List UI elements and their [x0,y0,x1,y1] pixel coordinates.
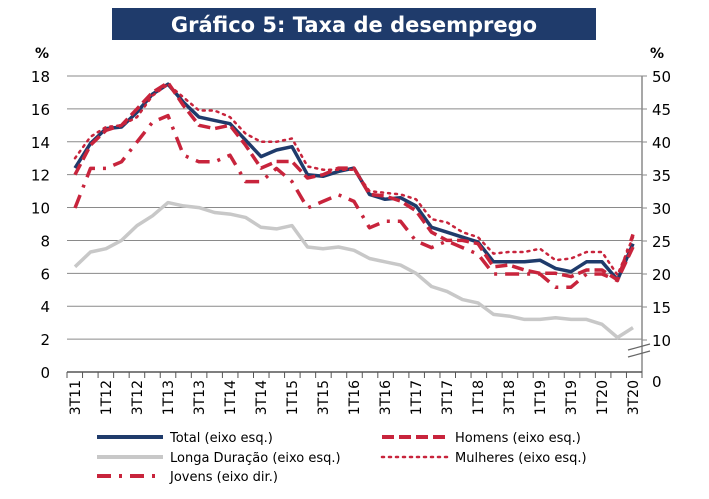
title-banner [112,8,596,40]
x-tick-label: 1T13 [161,380,177,415]
x-tick-label: 3T18 [502,380,518,415]
x-tick-label: 3T13 [192,380,208,415]
axis-break-mark [627,350,651,358]
right-tick-label: 0 [652,373,662,391]
axis-break-mark [627,343,651,351]
x-tick-label: 1T18 [471,380,487,415]
left-tick-label: 6 [40,265,50,283]
right-tick-label: 45 [652,101,671,119]
left-tick-label: 16 [31,101,50,119]
left-tick-label: 14 [31,134,50,152]
x-tick-label: 1T17 [409,380,425,415]
x-tick-label: 1T15 [285,380,301,415]
left-axis-unit: % [35,46,49,62]
right-tick-label: 10 [652,332,671,350]
x-tick-label: 3T12 [130,380,146,415]
legend-label: Homens (eixo esq.) [455,431,581,446]
legend-label: Jovens (eixo dir.) [169,470,278,485]
x-tick-label: 3T20 [626,380,642,415]
x-tick-label: 3T19 [564,380,580,415]
chart-title: Gráfico 5: Taxa de desemprego [171,13,537,37]
x-tick-label: 1T16 [347,380,363,415]
right-axis-unit: % [650,46,664,62]
right-tick-label: 50 [652,68,671,86]
x-tick-label: 1T19 [533,380,549,415]
right-tick-label: 25 [652,233,671,251]
left-tick-label: 18 [31,68,50,86]
left-tick-label: 2 [40,331,50,349]
left-tick-label: 4 [40,298,50,316]
series-line-longa [73,200,634,340]
legend-label: Total (eixo esq.) [169,431,273,446]
x-tick-label: 3T11 [68,380,84,415]
right-tick-label: 20 [652,266,671,284]
right-tick-label: 40 [652,134,671,152]
x-tick-label: 3T16 [378,380,394,415]
x-tick-label: 1T20 [595,380,611,415]
x-tick-label: 3T17 [440,380,456,415]
left-tick-label: 10 [31,200,50,218]
left-tick-label: 8 [40,232,50,250]
series-line-homens [73,80,635,282]
x-tick-label: 1T12 [99,380,115,415]
legend-label: Longa Duração (eixo esq.) [170,451,341,466]
right-tick-label: 35 [652,167,671,185]
left-tick-label: 12 [31,167,50,185]
series-line-mulheres [73,82,635,277]
legend-label: Mulheres (eixo esq.) [455,451,587,466]
left-tick-label: 0 [40,364,50,382]
right-tick-label: 30 [652,200,671,218]
x-tick-label: 1T14 [223,380,239,415]
x-tick-label: 3T14 [254,380,270,415]
x-tick-label: 3T15 [316,380,332,415]
right-tick-label: 15 [652,299,671,317]
